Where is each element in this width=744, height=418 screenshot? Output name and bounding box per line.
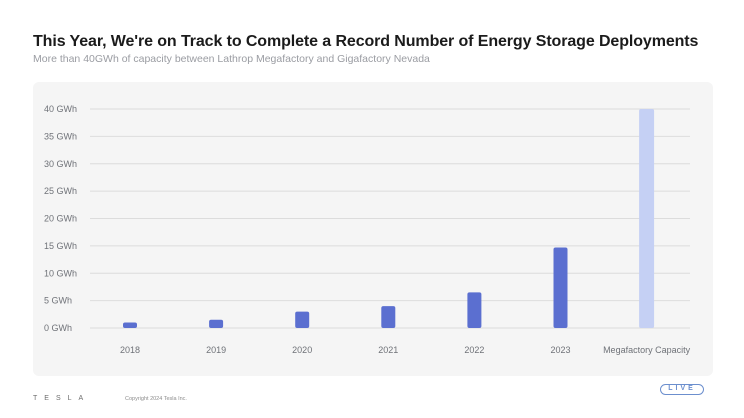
deployment-bar: [381, 306, 396, 328]
x-category-label: Megafactory Capacity: [603, 345, 691, 355]
bar-chart: 0 GWh 5 GWh 10 GWh 15 GWh 20 GWh 25 GWh 30 GWh…: [44, 104, 691, 355]
y-tick-label: 25 GWh: [44, 186, 77, 196]
y-tick-label: 30 GWh: [44, 159, 77, 169]
y-tick-label: 0 GWh: [44, 323, 72, 333]
y-tick-label: 10 GWh: [44, 268, 77, 278]
x-category-label: 2018: [120, 345, 140, 355]
x-category-label: 2023: [550, 345, 570, 355]
x-category-label: 2020: [292, 345, 312, 355]
deployment-bar: [295, 311, 310, 328]
y-tick-label: 20 GWh: [44, 214, 77, 224]
deployment-bar: [209, 319, 224, 328]
copyright-text: Copyright 2024 Tesla Inc.: [125, 396, 187, 402]
y-tick-label: 35 GWh: [44, 131, 77, 141]
y-tick-label: 15 GWh: [44, 241, 77, 251]
y-tick-label: 40 GWh: [44, 104, 77, 114]
x-category-label: 2019: [206, 345, 226, 355]
page-title: This Year, We're on Track to Complete a …: [33, 33, 699, 50]
chart-panel: 0 GWh 5 GWh 10 GWh 15 GWh 20 GWh 25 GWh 30 GWh…: [33, 82, 713, 376]
deployment-bar: [123, 322, 137, 328]
page-subtitle: More than 40GWh of capacity between Lath…: [33, 53, 430, 65]
x-category-label: 2021: [378, 345, 398, 355]
x-category-label: 2022: [464, 345, 484, 355]
deployment-bar: [553, 247, 568, 328]
tesla-logo: TESLA: [33, 395, 91, 402]
y-tick-label: 5 GWh: [44, 296, 72, 306]
deployment-bar: [467, 292, 482, 328]
capacity-bar: [639, 109, 655, 328]
live-badge: LIVE: [660, 384, 704, 395]
